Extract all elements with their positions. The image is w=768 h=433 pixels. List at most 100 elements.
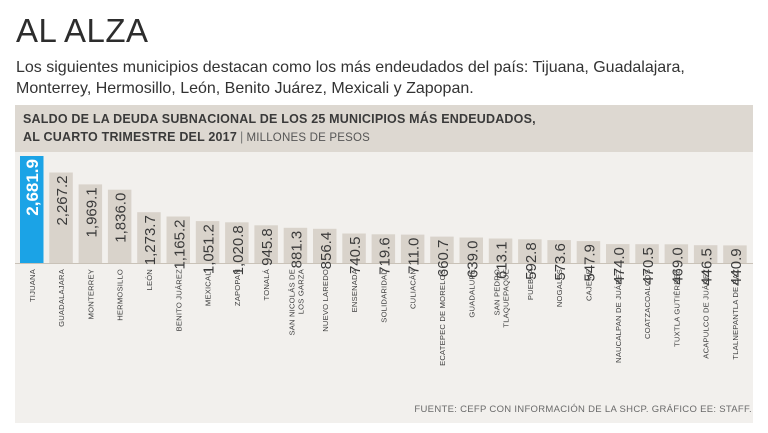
bar-hermosillo	[107, 189, 132, 263]
bar-tijuana	[20, 156, 44, 263]
value-label-acapulco-de-juarez: 446.5	[699, 248, 716, 286]
category-label-puebla: PUEBLA	[526, 268, 535, 300]
category-label-guadalupe: GUADALUPE	[467, 269, 476, 318]
category-label-ensenada: ENSENADA	[350, 268, 359, 312]
value-label-ecatepec-de-morelos: 660.7	[435, 240, 452, 278]
value-label-cajeme: 547.9	[582, 244, 599, 282]
category-label-cajeme: CAJEME	[585, 269, 594, 301]
category-label-line: SAN PEDRO	[493, 269, 502, 316]
category-label-line: HERMOSILLO	[116, 269, 125, 321]
value-label-tonala: 945.8	[259, 228, 276, 266]
subtitle: Los siguientes municipios destacan como …	[16, 59, 685, 97]
bar-guadalupe	[459, 237, 483, 263]
bar-tlalnepantla-de-baz	[723, 245, 747, 263]
bar-tonala	[254, 225, 278, 263]
value-label-san-pedro-tlaquepaque: 613.1	[494, 242, 511, 280]
bar-ecatepec-de-morelos	[430, 236, 454, 263]
category-label-san-pedro-tlaquepaque: SAN PEDROTLAQUEPAQUE	[493, 269, 511, 328]
value-label-leon: 1,273.7	[142, 215, 159, 265]
category-label-line: ACAPULCO DE JUÁREZ	[702, 269, 711, 359]
chart-title-line-2-text: AL CUARTO TRIMESTRE DEL 2017	[23, 130, 237, 144]
chart-title-line-2: AL CUARTO TRIMESTRE DEL 2017 | MILLONES DE…	[23, 130, 370, 144]
bar-san-pedro-tlaquepaque	[488, 238, 513, 263]
bar-ensenada	[342, 233, 366, 263]
category-label-naucalpan-de-juarez: NAUCALPAN DE JUÁREZ	[614, 269, 623, 363]
bar-guadalajara	[49, 172, 73, 263]
bar-solidaridad	[371, 234, 396, 263]
category-label-benito-juarez: BENITO JUÁREZ	[174, 269, 183, 332]
category-label-line: TIJUANA	[28, 268, 37, 302]
value-label-guadalajara: 2,267.2	[54, 176, 71, 226]
category-label-line: LEÓN	[145, 269, 154, 290]
bar-leon	[137, 212, 161, 263]
value-label-tuxtla-gutierrez: 469.0	[669, 247, 686, 285]
value-label-puebla: 592.8	[523, 242, 540, 280]
category-label-line: PUEBLA	[526, 268, 535, 300]
category-label-tijuana: TIJUANA	[28, 268, 37, 302]
category-label-tuxtla-gutierrez: TUXTLA GUTIÉRREZ	[672, 269, 681, 347]
source-note: FUENTE: CEFP CON INFORMACIÓN DE LA SHCP.…	[414, 404, 752, 415]
category-label-line: MEXICALI	[204, 269, 213, 306]
category-label-nogales: NOGALES	[555, 269, 564, 307]
category-label-solidaridad: SOLIDARIDAD	[379, 269, 388, 323]
category-label-line: NAUCALPAN DE JUÁREZ	[614, 269, 623, 363]
value-label-hermosillo: 1,836.0	[113, 193, 130, 243]
value-label-zapopan: 1,020.8	[230, 225, 247, 275]
value-label-benito-juarez: 1,165.2	[171, 220, 188, 270]
category-label-line: LOS GARZA	[296, 268, 305, 314]
bar-benito-juarez	[166, 216, 190, 263]
category-label-line: MONTERREY	[86, 269, 95, 319]
category-label-line: ECATEPEC DE MORELOS	[438, 269, 447, 366]
bar-coatzacoalcos	[635, 244, 659, 263]
bar-puebla	[518, 239, 542, 263]
bar-san-nicolas-de-los-garza	[283, 227, 308, 263]
category-label-ecatepec-de-morelos: ECATEPEC DE MORELOS	[438, 269, 447, 366]
category-label-line: TUXTLA GUTIÉRREZ	[672, 269, 681, 347]
category-label-line: NUEVO LAREDO	[321, 269, 330, 332]
category-label-acapulco-de-juarez: ACAPULCO DE JUÁREZ	[702, 269, 711, 359]
value-label-culiacan: 711.0	[406, 238, 423, 274]
category-label-line: SOLIDARIDAD	[379, 269, 388, 323]
bar-monterrey	[78, 184, 103, 263]
category-label-monterrey: MONTERREY	[86, 269, 95, 319]
category-label-tlalnepantla-de-baz: TLALNEPANTLA DE BAZ	[731, 269, 740, 360]
bar-tuxtla-gutierrez	[664, 244, 689, 263]
chart-title-separator: |	[239, 130, 244, 144]
category-label-line: SAN NICOLÁS DE	[287, 269, 296, 336]
category-label-line: ZAPOPAN	[233, 269, 242, 306]
headline: AL ALZA	[16, 12, 149, 49]
category-label-line: GUADALAJARA	[57, 268, 66, 327]
category-label-line: GUADALUPE	[467, 269, 476, 318]
category-label-leon: LEÓN	[145, 269, 154, 290]
bar-zapopan	[225, 222, 249, 263]
bar-mexicali	[195, 221, 220, 263]
category-label-line: CAJEME	[585, 269, 594, 301]
bar-acapulco-de-juarez	[693, 245, 718, 263]
bar-nogales	[547, 240, 571, 263]
value-label-solidaridad: 719.6	[376, 237, 393, 275]
chart-unit: MILLONES DE PESOS	[246, 132, 370, 144]
category-label-line: BENITO JUÁREZ	[174, 269, 183, 332]
chart-title-line-1: SALDO DE LA DEUDA SUBNACIONAL DE LOS 25 …	[23, 112, 536, 126]
category-label-san-nicolas-de-los-garza: SAN NICOLÁS DELOS GARZA	[287, 268, 305, 335]
category-label-line: CULIACÁN	[409, 269, 418, 309]
category-label-coatzacoalcos: COATZACOALCOS	[643, 269, 652, 339]
value-label-guadalupe: 639.0	[464, 241, 481, 279]
value-label-coatzacoalcos: 470.5	[640, 247, 657, 285]
value-label-tlalnepantla-de-baz: 440.9	[728, 248, 745, 286]
category-label-line: COATZACOALCOS	[643, 269, 652, 339]
value-label-tijuana: 2,681.9	[23, 159, 42, 216]
category-label-line: TONALÁ	[262, 268, 271, 300]
value-label-nogales: 573.6	[552, 243, 569, 281]
category-label-line: ENSENADA	[350, 268, 359, 312]
category-label-hermosillo: HERMOSILLO	[116, 269, 125, 321]
category-label-mexicali: MEXICALI	[204, 269, 213, 306]
category-label-nuevo-laredo: NUEVO LAREDO	[321, 269, 330, 332]
chart-header: SALDO DE LA DEUDA SUBNACIONAL DE LOS 25 …	[15, 105, 753, 152]
bar-chart: 2,681.9 TIJUANA 2,267.2 GUADALAJARA 1,969.1 M…	[15, 156, 753, 366]
category-label-guadalajara: GUADALAJARA	[57, 268, 66, 327]
category-label-culiacan: CULIACÁN	[409, 269, 418, 309]
category-label-line: TLALNEPANTLA DE BAZ	[731, 269, 740, 360]
bar-cajeme	[576, 241, 601, 263]
bar-nuevo-laredo	[313, 228, 337, 263]
